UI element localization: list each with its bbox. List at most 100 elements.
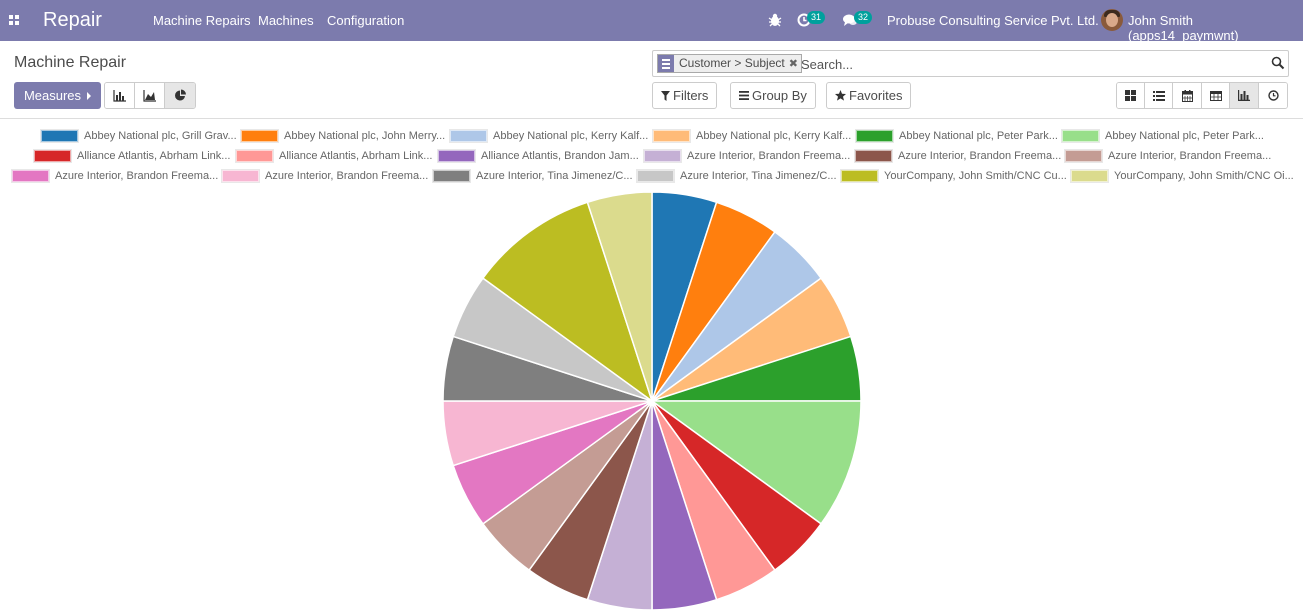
legend-label: Alliance Atlantis, Brandon Jam... xyxy=(481,150,639,162)
favorites-label: Favorites xyxy=(849,88,903,103)
legend-label: Azure Interior, Brandon Freema... xyxy=(265,170,429,182)
legend-swatch xyxy=(236,150,273,162)
view-pivot-button[interactable] xyxy=(1202,83,1230,108)
legend-swatch xyxy=(637,170,674,182)
legend-label: Abbey National plc, Grill Grav... xyxy=(84,130,237,142)
legend-item[interactable]: Azure Interior, Brandon Freema... xyxy=(644,150,850,162)
legend-item[interactable]: Abbey National plc, John Merry... xyxy=(241,130,445,142)
view-kanban-button[interactable] xyxy=(1117,83,1145,108)
legend-label: Azure Interior, Brandon Freema... xyxy=(55,170,219,182)
legend-item[interactable]: Abbey National plc, Kerry Kalf... xyxy=(450,130,648,142)
bug-icon[interactable] xyxy=(767,12,783,28)
search-box[interactable]: Customer > Subject ✖ xyxy=(652,50,1289,77)
user-menu[interactable]: John Smith (apps14_paymwnt) xyxy=(1128,13,1239,43)
area-chart-icon xyxy=(142,89,156,102)
legend-label: Alliance Atlantis, Abrham Link... xyxy=(279,150,433,162)
legend-label: Abbey National plc, Peter Park... xyxy=(1105,130,1264,142)
legend-swatch xyxy=(644,150,681,162)
legend-item[interactable]: YourCompany, John Smith/CNC Oi... xyxy=(1071,170,1294,182)
legend-label: Azure Interior, Brandon Freema... xyxy=(898,150,1062,162)
facet-remove-icon[interactable]: ✖ xyxy=(788,58,798,70)
legend-label: Azure Interior, Tina Jimenez/C... xyxy=(476,170,633,182)
group-by-label: Group By xyxy=(752,88,807,103)
facet-label: Customer > Subject xyxy=(679,56,785,70)
legend-label: Abbey National plc, Kerry Kalf... xyxy=(696,130,852,142)
search-icon[interactable] xyxy=(1271,56,1285,70)
menu-machine-repairs[interactable]: Machine Repairs xyxy=(153,13,251,28)
filter-icon xyxy=(661,90,670,101)
line-chart-button[interactable] xyxy=(135,83,165,108)
legend-label: Abbey National plc, Kerry Kalf... xyxy=(493,130,649,142)
bar-chart-icon xyxy=(112,89,126,102)
legend-swatch xyxy=(438,150,475,162)
menu-configuration[interactable]: Configuration xyxy=(327,13,405,28)
legend-item[interactable]: Alliance Atlantis, Brandon Jam... xyxy=(438,150,639,162)
pie-chart-button[interactable] xyxy=(165,83,195,108)
kanban-icon xyxy=(1125,90,1136,101)
chart-type-switcher xyxy=(104,82,196,109)
view-graph-button[interactable] xyxy=(1230,83,1259,108)
control-panel: Machine Repair Customer > Subject ✖ Meas… xyxy=(0,41,1303,119)
legend-item[interactable]: Abbey National plc, Peter Park... xyxy=(1062,130,1264,142)
legend-label: Azure Interior, Brandon Freema... xyxy=(687,150,851,162)
view-list-button[interactable] xyxy=(1145,83,1173,108)
legend-item[interactable]: Alliance Atlantis, Abrham Link... xyxy=(236,150,432,162)
company-switcher[interactable]: Probuse Consulting Service Pvt. Ltd. xyxy=(887,13,1099,28)
clock-icon xyxy=(1267,90,1279,101)
pie-chart xyxy=(442,191,862,611)
view-calendar-button[interactable] xyxy=(1173,83,1202,108)
top-navbar: Repair Machine Repairs Machines Configur… xyxy=(0,0,1303,43)
pie-slice[interactable] xyxy=(649,400,862,525)
apps-menu-icon[interactable] xyxy=(9,15,20,26)
group-by-button[interactable]: Group By xyxy=(730,82,816,109)
calendar-icon xyxy=(1181,89,1193,102)
legend-swatch xyxy=(855,150,892,162)
measures-button[interactable]: Measures xyxy=(14,82,101,109)
breadcrumb: Machine Repair xyxy=(14,54,127,71)
legend-item[interactable]: Azure Interior, Brandon Freema... xyxy=(855,150,1061,162)
legend-swatch xyxy=(1065,150,1102,162)
messages-badge: 32 xyxy=(854,11,873,24)
legend-item[interactable]: Azure Interior, Brandon Freema... xyxy=(222,170,428,182)
legend-item[interactable]: Azure Interior, Tina Jimenez/C... xyxy=(433,170,633,182)
pie-slice[interactable] xyxy=(481,201,654,403)
search-facet-groupby: Customer > Subject ✖ xyxy=(657,54,802,73)
legend-swatch xyxy=(41,130,78,142)
legend-item[interactable]: Abbey National plc, Kerry Kalf... xyxy=(653,130,851,142)
table-icon xyxy=(1209,90,1222,101)
legend-label: Alliance Atlantis, Abrham Link... xyxy=(77,150,231,162)
legend-item[interactable]: Azure Interior, Tina Jimenez/C... xyxy=(637,170,837,182)
view-activity-button[interactable] xyxy=(1259,83,1287,108)
legend-item[interactable]: Abbey National plc, Peter Park... xyxy=(856,130,1058,142)
user-avatar[interactable] xyxy=(1101,9,1123,31)
legend-label: Abbey National plc, Peter Park... xyxy=(899,130,1058,142)
legend-item[interactable]: YourCompany, John Smith/CNC Cu... xyxy=(841,170,1067,182)
legend-label: Azure Interior, Tina Jimenez/C... xyxy=(680,170,837,182)
search-input[interactable] xyxy=(801,55,1261,73)
filters-button[interactable]: Filters xyxy=(652,82,718,109)
graph-icon xyxy=(1238,90,1250,101)
legend-label: YourCompany, John Smith/CNC Cu... xyxy=(884,170,1067,182)
pie-slice[interactable] xyxy=(586,191,653,402)
legend-item[interactable]: Azure Interior, Brandon Freema... xyxy=(12,170,218,182)
legend-swatch xyxy=(856,130,893,142)
favorites-button[interactable]: Favorites xyxy=(826,82,912,109)
legend-label: Abbey National plc, John Merry... xyxy=(284,130,446,142)
menu-machines[interactable]: Machines xyxy=(258,13,314,28)
group-by-facet-icon xyxy=(658,55,674,72)
pie-chart-icon xyxy=(174,89,186,101)
legend-swatch xyxy=(433,170,470,182)
legend-swatch xyxy=(12,170,49,182)
legend-swatch xyxy=(241,130,278,142)
legend-item[interactable]: Abbey National plc, Grill Grav... xyxy=(41,130,237,142)
legend-swatch xyxy=(653,130,690,142)
legend-swatch xyxy=(1062,130,1099,142)
legend-item[interactable]: Azure Interior, Brandon Freema... xyxy=(1065,150,1271,162)
bar-chart-button[interactable] xyxy=(105,83,135,108)
legend-swatch xyxy=(34,150,71,162)
legend-item[interactable]: Alliance Atlantis, Abrham Link... xyxy=(34,150,230,162)
activity-badge: 31 xyxy=(807,11,826,24)
list-icon xyxy=(1152,90,1165,101)
legend-swatch xyxy=(222,170,259,182)
caret-right-icon xyxy=(87,91,92,100)
